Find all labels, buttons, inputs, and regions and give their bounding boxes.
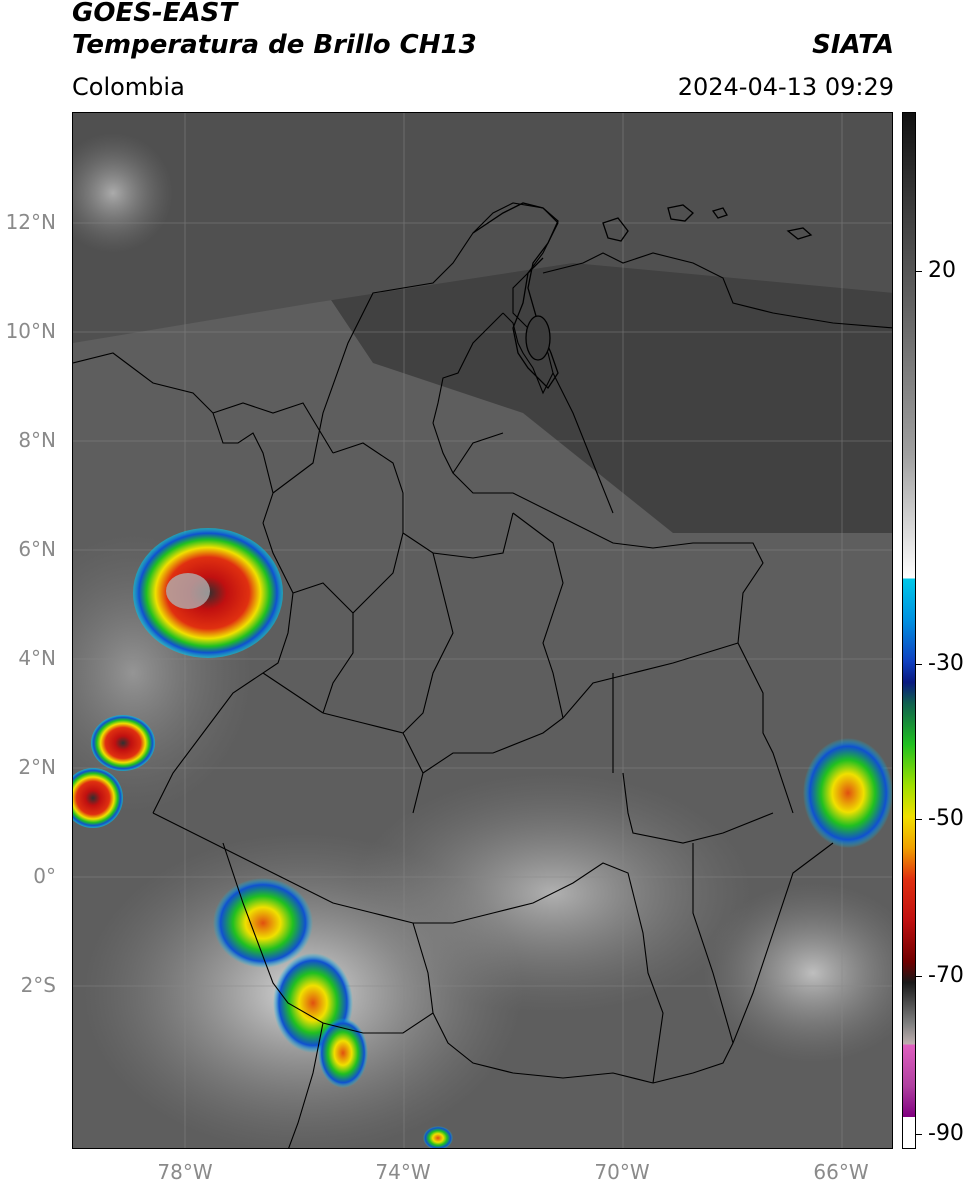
coastline — [472, 202, 813, 390]
lon-label-74w: 74°W — [375, 1160, 431, 1184]
storm-ecuador-1 — [213, 878, 313, 968]
storm-ecuador-3 — [318, 1018, 368, 1088]
caribbean-dark-region — [313, 203, 892, 533]
lon-label-78w: 78°W — [157, 1160, 213, 1184]
east-cloud — [703, 883, 892, 1063]
lat-label-10n: 10°N — [5, 319, 56, 343]
colorbar-label-m50: -50 — [928, 806, 964, 831]
lat-label-8n: 8°N — [18, 428, 56, 452]
colorbar-tick-m50 — [916, 819, 922, 820]
lat-label-6n: 6°N — [18, 537, 56, 561]
lon-label-70w: 70°W — [594, 1160, 650, 1184]
colorbar-label-m90: -90 — [928, 1121, 964, 1146]
colorbar-tick-m70 — [916, 976, 922, 977]
storm-south — [423, 1126, 453, 1148]
title-product: Temperatura de Brillo CH13 — [72, 30, 477, 60]
timestamp-label: 2024-04-13 09:29 — [677, 73, 894, 101]
region-label: Colombia — [72, 73, 185, 101]
colorbar — [902, 112, 916, 1149]
lat-label-2s: 2°S — [20, 973, 56, 997]
lat-label-2n: 2°N — [18, 755, 56, 779]
colorbar-tick-20 — [916, 271, 922, 272]
satellite-map[interactable] — [72, 112, 893, 1149]
colorbar-tick-m30 — [916, 664, 922, 665]
storm-pacific-2 — [73, 768, 123, 828]
storm-choco-core — [166, 573, 210, 609]
graticule — [73, 113, 892, 1148]
colorbar-label-m70: -70 — [928, 963, 964, 988]
north-sea-region — [73, 113, 892, 343]
colorbar-label-m30: -30 — [928, 651, 964, 676]
political-borders — [73, 202, 892, 1148]
colorbar-tick-m90 — [916, 1134, 922, 1135]
title-goes-east: GOES-EAST — [72, 0, 238, 28]
colorbar-label-20: 20 — [928, 258, 956, 283]
map-svg — [73, 113, 892, 1148]
brand-label: SIATA — [812, 30, 894, 60]
lat-label-4n: 4°N — [18, 646, 56, 670]
storm-venezuela — [803, 738, 892, 848]
lat-label-0: 0° — [33, 864, 56, 888]
storm-pacific-1 — [91, 715, 155, 771]
lon-label-66w: 66°W — [813, 1160, 869, 1184]
lat-label-12n: 12°N — [5, 210, 56, 234]
